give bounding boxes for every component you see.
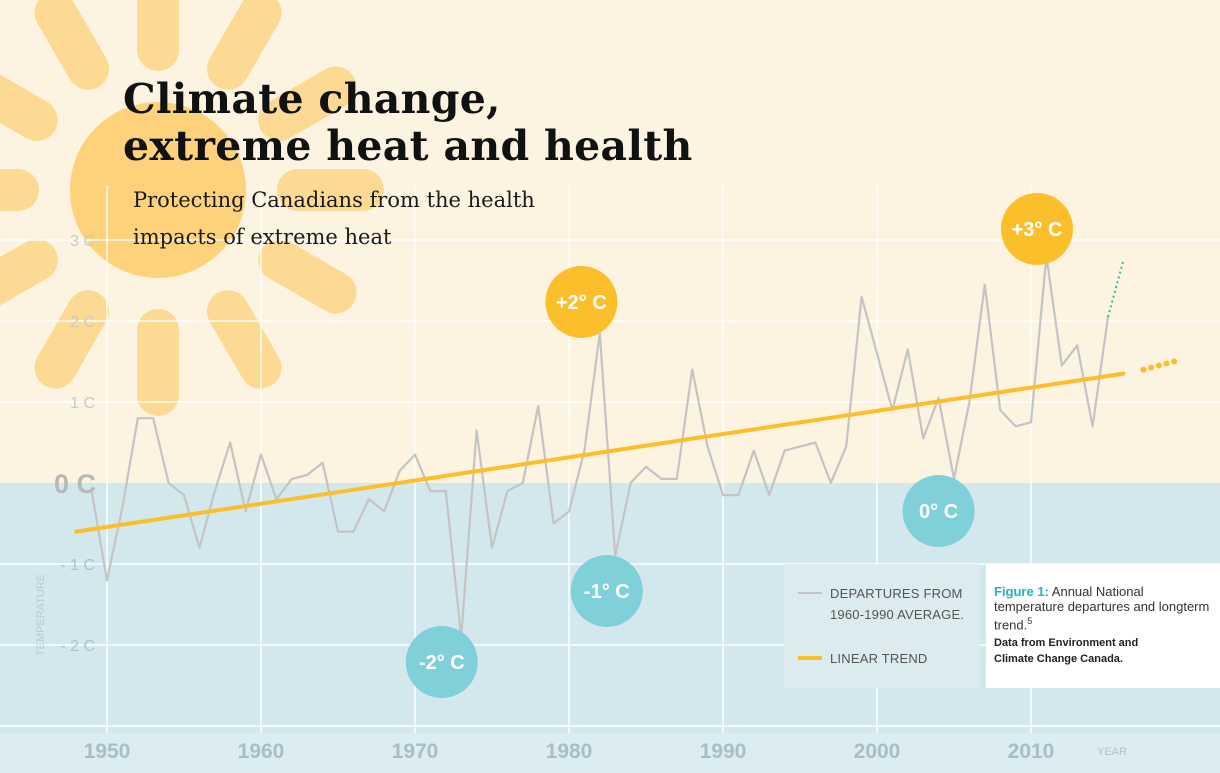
source-line-2: Climate Change Canada. [994, 653, 1123, 666]
title-line-2: extreme heat and health [123, 122, 693, 170]
source-line-1: Data from Environment and [994, 637, 1139, 650]
figure-label: Figure 1: [994, 584, 1049, 599]
x-axis-band [0, 733, 1220, 773]
bubble-label: 0° C [919, 501, 958, 523]
trend-extension-dot [1148, 364, 1155, 371]
trend-extension-dot [1163, 360, 1170, 367]
legend-swatch-departures [798, 592, 822, 594]
bubble-circle [545, 266, 618, 338]
figure-caption: Figure 1: Annual National temperature de… [986, 564, 1220, 688]
subtitle-line-1: Protecting Canadians from the health [133, 188, 535, 212]
chart-legend: DEPARTURES FROM 1960-1990 AVERAGE. LINEA… [784, 564, 980, 688]
title-line-1: Climate change, [123, 75, 501, 123]
subtitle-line-2: impacts of extreme heat [133, 225, 392, 249]
annotation-bubble: +2° C [545, 266, 618, 338]
y-tick-label: - 1 C [60, 557, 95, 574]
departures-line [90, 255, 1110, 639]
annotation-bubble: +3° C [1001, 193, 1073, 265]
y-axis-ticks: 3 C 2 C 1 C 0 C - 1 C - 2 C [54, 233, 96, 655]
x-tick-label: 1960 [238, 740, 285, 763]
sun-ray [0, 239, 58, 306]
x-tick-label: 1970 [392, 740, 439, 763]
annotation-bubble: 0° C [902, 475, 975, 547]
sun-ray [0, 74, 58, 141]
x-tick-label: 1990 [700, 740, 747, 763]
footnote-marker: 5 [1027, 616, 1033, 626]
caption-text: Annual National temperature departures a… [994, 584, 1210, 633]
bubble-label: -1° C [584, 581, 630, 603]
sun-disc [70, 102, 246, 278]
y-tick-label: 3 C [70, 233, 95, 250]
y-tick-label: 0 C [54, 469, 96, 499]
annotation-bubble: -1° C [570, 555, 643, 627]
x-axis-label: YEAR [1097, 746, 1127, 758]
x-axis-ticks: 1950 1960 1970 1980 1990 2000 2010 [84, 740, 1055, 763]
y-tick-label: 1 C [70, 395, 95, 412]
bubble-label: -2° C [419, 652, 465, 674]
x-tick-label: 1950 [84, 740, 131, 763]
x-tick-label: 2000 [854, 740, 901, 763]
trend-line [74, 371, 1126, 534]
bubble-label: +2° C [556, 292, 607, 314]
legend-item-trend: LINEAR TREND [798, 648, 928, 669]
y-axis-label: TEMPERATURE [35, 574, 47, 656]
legend-item-departures: DEPARTURES FROM 1960-1990 AVERAGE. [798, 583, 964, 625]
bubble-circle [902, 475, 975, 547]
sun-ray [207, 0, 282, 90]
sun-ray [34, 0, 109, 90]
legend-trend-label: LINEAR TREND [830, 651, 928, 666]
sun-ray [207, 290, 282, 389]
sun-ray [258, 239, 357, 314]
trend-extension-dot [1140, 366, 1147, 373]
bubble-label: +3° C [1012, 219, 1063, 241]
sun-icon [0, 0, 384, 416]
legend-swatch-trend [798, 656, 822, 660]
trend-extension-dot [1155, 362, 1162, 369]
annotation-bubble: -2° C [405, 626, 478, 698]
data-series [74, 255, 1178, 639]
y-tick-label: 2 C [70, 314, 95, 331]
legend-departures-line-2: 1960-1990 AVERAGE. [830, 607, 965, 622]
annotation-bubbles: +2° C -1° C -2° C 0° C +3° C [405, 193, 1073, 698]
caption-source: Data from Environment and Climate Change… [994, 635, 1212, 667]
sun-ray [258, 66, 357, 141]
caption-text-block: Figure 1: Annual National temperature de… [994, 584, 1212, 632]
y-tick-label: - 2 C [60, 638, 95, 655]
bubble-circle [1001, 193, 1073, 265]
bubble-circle [570, 555, 643, 627]
legend-departures-line-1: DEPARTURES FROM [830, 586, 963, 601]
trend-extension-dot [1171, 358, 1178, 365]
x-tick-label: 2010 [1008, 740, 1055, 763]
page-subtitle: Protecting Canadians from the health imp… [133, 182, 535, 256]
bubble-circle [405, 626, 478, 698]
page-title: Climate change, extreme heat and health [123, 76, 693, 170]
x-tick-label: 1980 [546, 740, 593, 763]
